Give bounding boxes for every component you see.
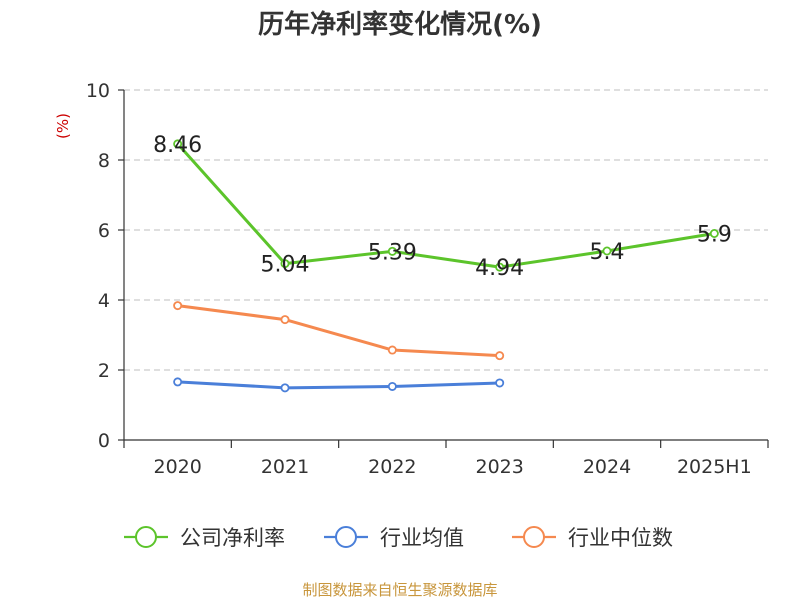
x-tick-label: 2023 bbox=[475, 456, 523, 478]
data-label: 5.04 bbox=[261, 253, 310, 278]
data-point bbox=[173, 139, 183, 149]
data-label: 4.94 bbox=[475, 256, 524, 281]
y-tick-label: 4 bbox=[98, 290, 110, 312]
x-tick-label: 2021 bbox=[261, 456, 309, 478]
axes: 0 2 4 6 8 10 2020 2021 2022 2023 2024 2025H1 bbox=[86, 80, 769, 478]
data-label: 8.46 bbox=[153, 133, 202, 158]
series-line bbox=[177, 380, 500, 390]
data-label: 5.39 bbox=[368, 240, 417, 265]
y-tick-label: 8 bbox=[98, 150, 110, 172]
chart-title: 历年净利率变化情况(%) bbox=[258, 9, 542, 40]
y-tick-label: 6 bbox=[98, 220, 110, 242]
data-point bbox=[173, 301, 183, 311]
legend-marker bbox=[335, 526, 357, 548]
series-line bbox=[176, 142, 715, 269]
data-label: 5.9 bbox=[697, 223, 732, 248]
y-axis-unit-label: (%) bbox=[54, 113, 72, 139]
legend-label: 行业中位数 bbox=[568, 526, 673, 550]
legend: 公司净利率 行业均值 行业中位数 bbox=[124, 526, 673, 550]
data-point bbox=[280, 315, 290, 325]
source-note: 制图数据来自恒生聚源数据库 bbox=[302, 581, 497, 599]
legend-marker bbox=[135, 526, 157, 548]
legend-label: 行业均值 bbox=[380, 526, 464, 550]
data-label: 5.4 bbox=[590, 240, 625, 265]
data-labels: 8.46 5.04 5.39 4.94 5.4 5.9 bbox=[153, 133, 732, 281]
data-point bbox=[602, 246, 612, 256]
data-point bbox=[387, 246, 397, 256]
data-point bbox=[495, 351, 505, 361]
x-tick-label: 2024 bbox=[583, 456, 631, 478]
data-point bbox=[387, 381, 397, 391]
data-point bbox=[387, 345, 397, 355]
y-tick-label: 0 bbox=[98, 430, 110, 452]
data-point bbox=[495, 262, 505, 272]
x-tick-label: 2020 bbox=[153, 456, 201, 478]
data-point bbox=[280, 259, 290, 269]
data-point bbox=[280, 383, 290, 393]
y-tick-label: 10 bbox=[86, 80, 110, 102]
legend-marker bbox=[523, 526, 545, 548]
grid-lines bbox=[124, 89, 768, 371]
x-tick-label: 2022 bbox=[368, 456, 416, 478]
data-point bbox=[173, 377, 183, 387]
data-point bbox=[495, 378, 505, 388]
data-point bbox=[709, 228, 719, 238]
series-line bbox=[177, 304, 500, 358]
y-tick-label: 2 bbox=[98, 360, 110, 382]
series-lines bbox=[173, 139, 719, 393]
legend-label: 公司净利率 bbox=[180, 526, 285, 550]
x-tick-label: 2025H1 bbox=[677, 456, 752, 478]
